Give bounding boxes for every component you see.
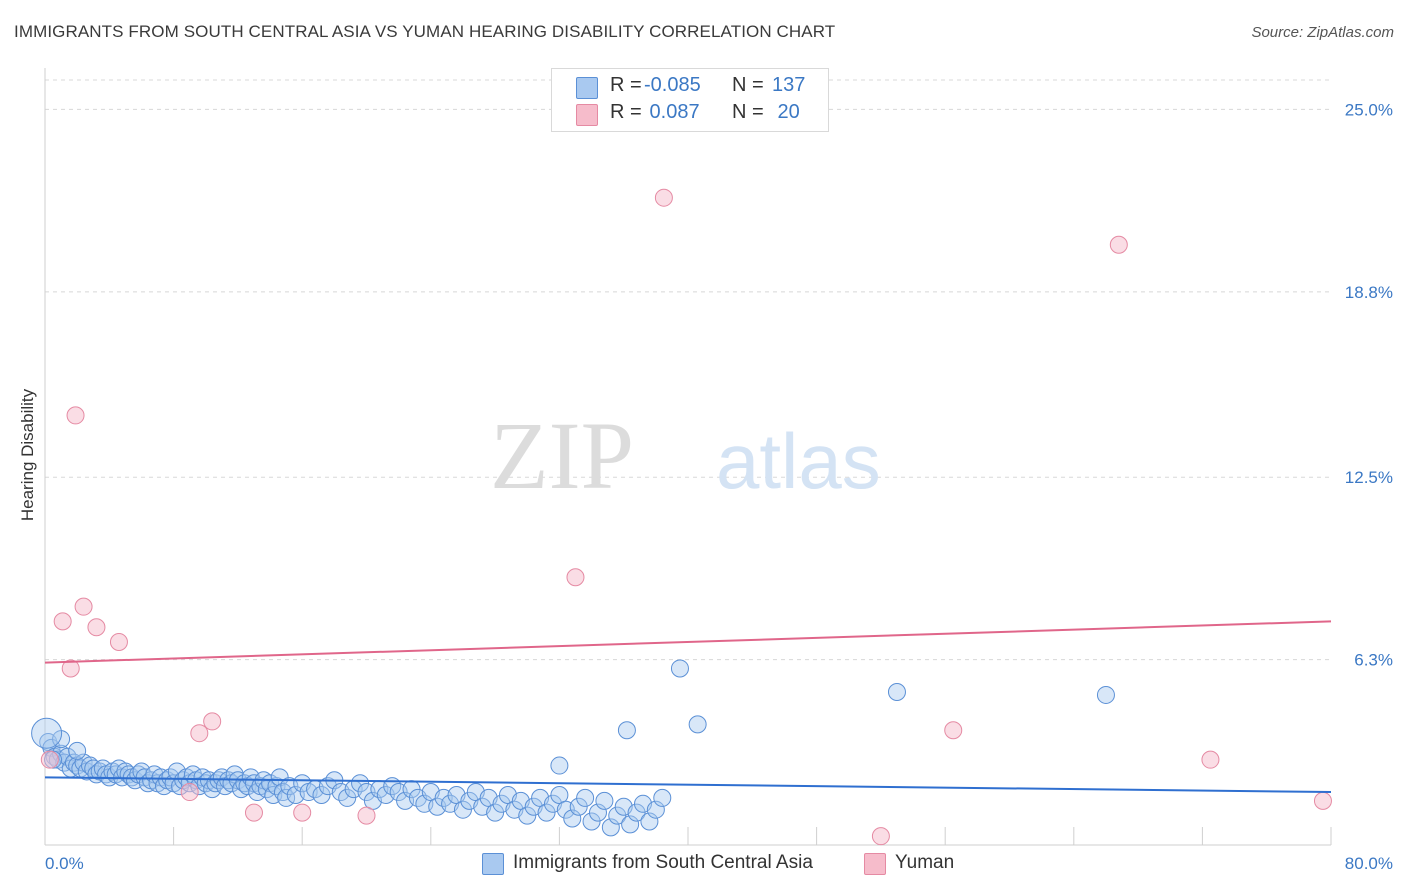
data-point-blue bbox=[595, 791, 614, 810]
data-point-blue bbox=[601, 818, 620, 837]
legend-n-label: N = bbox=[732, 74, 764, 96]
source-note: Source: ZipAtlas.com bbox=[1251, 24, 1394, 41]
data-point-pink bbox=[203, 712, 222, 731]
series-label-blue: Immigrants from South Central Asia bbox=[513, 852, 813, 873]
data-points bbox=[31, 188, 1332, 846]
data-point-blue bbox=[312, 785, 331, 804]
data-point-pink bbox=[87, 618, 106, 637]
y-tick-label: 18.8% bbox=[1345, 283, 1393, 302]
correlation-legend: R = -0.085 N = 137 R = 0.087 N = 20 bbox=[551, 68, 829, 132]
data-point-pink bbox=[1201, 750, 1220, 769]
y-tick-label: 12.5% bbox=[1345, 468, 1393, 487]
legend-n-value: 20 bbox=[772, 101, 800, 123]
data-point-pink bbox=[871, 827, 890, 846]
watermark-atlas: atlas bbox=[716, 417, 881, 505]
data-point-blue bbox=[569, 797, 588, 816]
data-point-blue bbox=[31, 717, 63, 749]
data-point-blue bbox=[550, 756, 569, 775]
legend-swatch-blue bbox=[576, 77, 598, 99]
data-point-blue bbox=[588, 803, 607, 822]
x-tick-label: 80.0% bbox=[1345, 854, 1393, 873]
axes bbox=[44, 68, 1332, 846]
legend-r-value: 0.087 bbox=[644, 101, 700, 123]
data-point-blue bbox=[338, 788, 357, 807]
data-point-blue bbox=[68, 741, 87, 760]
data-point-pink bbox=[61, 659, 80, 678]
trend-line-pink bbox=[44, 620, 1332, 664]
data-point-pink bbox=[293, 803, 312, 822]
gridlines bbox=[45, 79, 1331, 661]
data-point-blue bbox=[640, 812, 659, 831]
chart-title: IMMIGRANTS FROM SOUTH CENTRAL ASIA VS YU… bbox=[14, 22, 836, 41]
data-point-pink bbox=[53, 612, 72, 631]
data-point-pink bbox=[244, 803, 263, 822]
data-point-blue bbox=[621, 815, 640, 834]
data-point-blue bbox=[563, 809, 582, 828]
data-point-blue bbox=[486, 803, 505, 822]
series-label-pink: Yuman bbox=[895, 852, 955, 873]
data-point-blue bbox=[518, 806, 537, 825]
data-point-blue bbox=[582, 812, 601, 831]
legend-n-value: 137 bbox=[772, 74, 806, 96]
zipatlas-watermark: ZIP atlas bbox=[490, 402, 881, 509]
y-axis-label: Hearing Disability bbox=[18, 388, 37, 521]
data-point-pink bbox=[1109, 235, 1128, 254]
trend-line-blue bbox=[44, 776, 1332, 794]
data-point-pink bbox=[1313, 791, 1332, 810]
data-point-pink bbox=[566, 568, 585, 587]
data-point-pink bbox=[654, 188, 673, 207]
data-point-pink bbox=[74, 597, 93, 616]
x-tick-label: 0.0% bbox=[45, 854, 84, 873]
data-point-pink bbox=[109, 632, 128, 651]
data-point-pink bbox=[190, 724, 209, 743]
data-point-pink bbox=[944, 721, 963, 740]
legend-r-label: R = bbox=[610, 74, 642, 96]
data-point-pink bbox=[40, 750, 59, 769]
legend-swatch-pink bbox=[576, 104, 598, 126]
data-point-pink bbox=[180, 783, 199, 802]
series-swatch-pink bbox=[864, 853, 886, 875]
legend-n-label: N = bbox=[732, 101, 764, 123]
data-point-blue bbox=[608, 806, 627, 825]
data-point-blue bbox=[627, 803, 646, 822]
data-point-blue bbox=[646, 800, 665, 819]
data-point-blue bbox=[351, 774, 370, 793]
watermark-zip: ZIP bbox=[490, 402, 634, 509]
y-tick-label: 25.0% bbox=[1345, 100, 1393, 119]
legend-r-value: -0.085 bbox=[644, 74, 701, 96]
data-point-blue bbox=[1096, 685, 1115, 704]
data-point-blue bbox=[617, 721, 636, 740]
y-tick-label: 6.3% bbox=[1354, 651, 1393, 670]
data-point-pink bbox=[66, 406, 85, 425]
data-point-blue bbox=[653, 788, 672, 807]
series-swatch-blue bbox=[482, 853, 504, 875]
tick-labels: 6.3% 12.5% 18.8% 25.0% 0.0% 80.0% bbox=[45, 100, 1393, 873]
data-point-pink bbox=[357, 806, 376, 825]
legend-r-label: R = bbox=[610, 101, 642, 123]
data-point-blue bbox=[453, 800, 472, 819]
data-point-blue bbox=[670, 659, 689, 678]
data-point-blue bbox=[887, 683, 906, 701]
trend-lines bbox=[44, 620, 1332, 794]
data-point-blue bbox=[537, 803, 556, 822]
data-point-blue bbox=[688, 715, 707, 734]
data-point-blue bbox=[576, 788, 595, 807]
